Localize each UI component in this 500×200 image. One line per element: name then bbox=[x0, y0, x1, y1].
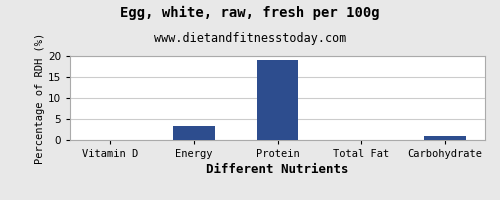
Y-axis label: Percentage of RDH (%): Percentage of RDH (%) bbox=[35, 32, 45, 164]
Bar bbox=[424, 136, 466, 140]
Text: Egg, white, raw, fresh per 100g: Egg, white, raw, fresh per 100g bbox=[120, 6, 380, 20]
Bar bbox=[256, 60, 298, 140]
Bar bbox=[172, 126, 214, 140]
X-axis label: Different Nutrients: Different Nutrients bbox=[206, 163, 349, 176]
Text: www.dietandfitnesstoday.com: www.dietandfitnesstoday.com bbox=[154, 32, 346, 45]
